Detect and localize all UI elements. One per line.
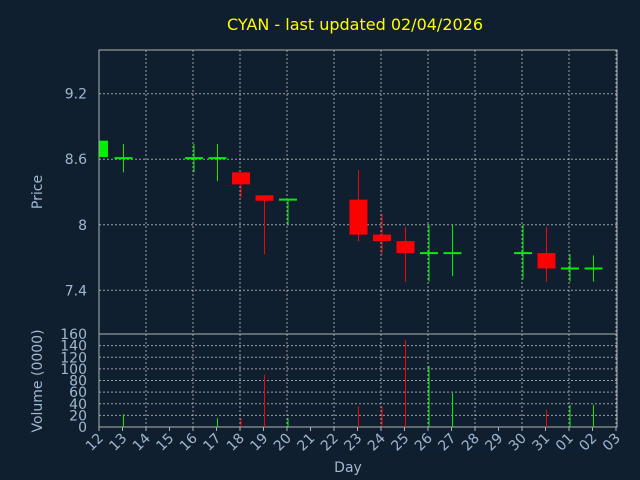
candle-body [232, 172, 250, 185]
price-tick-label: 9.2 [65, 87, 87, 103]
volume-tick-label: 160 [60, 327, 87, 343]
volume-tick-label: 100 [60, 362, 87, 378]
volume-tick-label: 20 [69, 408, 87, 424]
volume-tick-label: 80 [69, 374, 87, 390]
price-panel: 9.2 8.6 8 7.4 [65, 49, 618, 335]
candle-body [349, 199, 368, 235]
price-tick-label: 8.6 [65, 152, 87, 168]
volume-tick-label: 120 [60, 350, 87, 366]
chart-title: CYAN - last updated 02/04/2026 [227, 15, 483, 34]
candle-body [255, 195, 274, 201]
volume-tick-label: 40 [69, 397, 87, 413]
volume-tick-label: 60 [69, 385, 87, 401]
price-tick-label: 7.4 [65, 283, 87, 299]
x-axis-label: Day [334, 460, 362, 476]
price-axis-label: Price [30, 175, 46, 209]
volume-tick-label: 140 [60, 339, 87, 355]
price-tick-label: 8 [78, 218, 87, 234]
candle-body [373, 234, 391, 242]
volume-tick-label: 0 [78, 420, 87, 436]
candle-body [396, 241, 415, 254]
volume-axis-label: Volume (0000) [30, 329, 46, 432]
candle-body [100, 140, 108, 158]
candle-body [537, 253, 556, 269]
